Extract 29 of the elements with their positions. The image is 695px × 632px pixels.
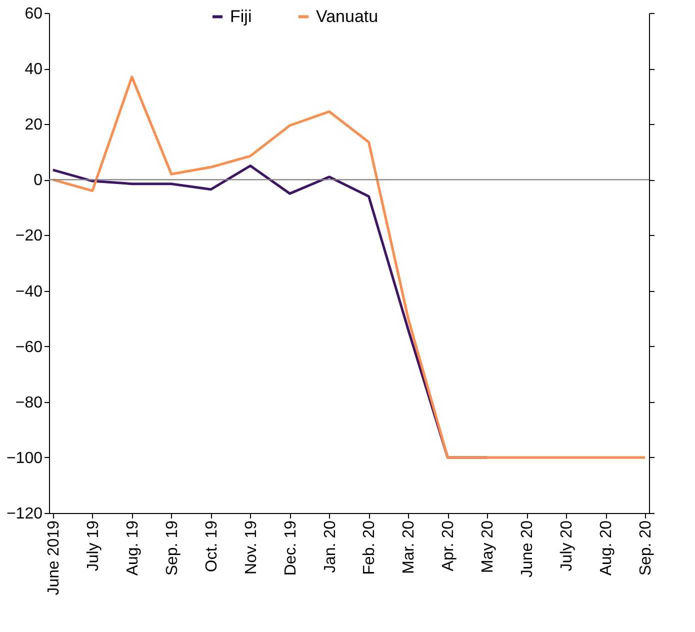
x-tick-label: Nov. 19 xyxy=(242,520,260,574)
y-tick-label: −20 xyxy=(15,228,43,245)
x-tick-label: Feb. 20 xyxy=(361,520,378,575)
y-tick-label: 60 xyxy=(24,6,43,22)
x-tick-label: June 2019 xyxy=(45,520,62,596)
legend-label: Fiji xyxy=(230,6,252,26)
legend-label: Vanuatu xyxy=(316,6,378,26)
x-tick-label: July 20 xyxy=(558,520,576,572)
x-tick-label: June 20 xyxy=(519,520,536,578)
x-tick-label: Oct. 19 xyxy=(203,520,220,572)
x-tick-label: July 19 xyxy=(84,520,102,572)
y-tick-label: 40 xyxy=(24,61,43,78)
x-tick-label: Sep. 19 xyxy=(164,520,181,576)
y-tick-label: −40 xyxy=(15,283,43,300)
y-tick-label: −80 xyxy=(15,394,43,412)
y-tick-label: 0 xyxy=(34,172,43,190)
x-tick-label: Jan. 20 xyxy=(322,520,339,573)
line-series xyxy=(52,76,646,459)
y-tick-label: −60 xyxy=(15,338,43,356)
x-tick-label: Sep. 20 xyxy=(638,520,655,576)
y-tick-label: −100 xyxy=(6,450,43,467)
y-tick-label: −120 xyxy=(6,506,43,522)
y-tick-label: 20 xyxy=(24,116,43,134)
x-tick-label: Dec. 19 xyxy=(282,520,300,576)
x-tick-label: Aug. 19 xyxy=(124,520,142,576)
x-tick-label: Apr. 20 xyxy=(440,520,458,572)
x-tick-label: Mar. 20 xyxy=(400,520,418,574)
x-tick-label: May 20 xyxy=(480,520,497,573)
x-tick-label: Aug. 20 xyxy=(598,520,616,576)
